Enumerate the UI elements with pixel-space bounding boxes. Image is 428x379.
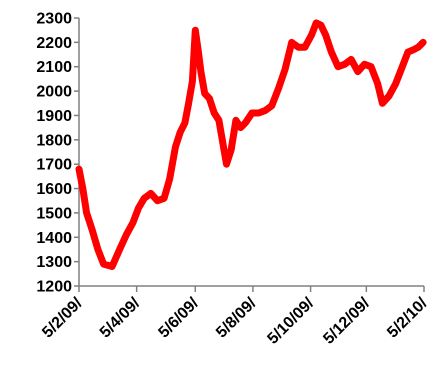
x-tick-label: 5/2/09/ xyxy=(39,294,86,341)
x-tick-labels: 5/2/09/5/4/09/5/6/09/5/8/09/5/10/09/5/12… xyxy=(39,294,428,347)
y-tick-label: 1800 xyxy=(36,132,72,149)
axes xyxy=(78,18,424,287)
series-line xyxy=(75,19,427,270)
y-tick-label: 1900 xyxy=(36,108,72,125)
y-tick-label: 1300 xyxy=(36,254,72,271)
y-tick-label: 1200 xyxy=(36,279,72,296)
x-tick-label: 5/12/09/ xyxy=(320,294,373,347)
x-tick-label: 5/10/09/ xyxy=(264,294,317,347)
y-tick-label: 1700 xyxy=(36,157,72,174)
y-tick-label: 2200 xyxy=(36,35,72,52)
y-tick-label: 1500 xyxy=(36,205,72,222)
x-tick-label: 5/4/09/ xyxy=(97,294,144,341)
tick-marks xyxy=(74,17,425,292)
x-tick-label: 5/6/09/ xyxy=(155,294,202,341)
y-tick-label: 2000 xyxy=(36,84,72,101)
y-tick-label: 2100 xyxy=(36,59,72,76)
x-tick-label: 5/2/10/ xyxy=(384,294,428,341)
x-tick-label: 5/8/09/ xyxy=(213,294,260,341)
y-tick-labels: 1200 1300 1400 1500 1600 1700 1800 1900 2000 2100… xyxy=(36,11,72,296)
y-tick-label: 1600 xyxy=(36,181,72,198)
y-tick-label: 2300 xyxy=(36,11,72,28)
y-tick-label: 1400 xyxy=(36,230,72,247)
series-group xyxy=(75,19,427,270)
